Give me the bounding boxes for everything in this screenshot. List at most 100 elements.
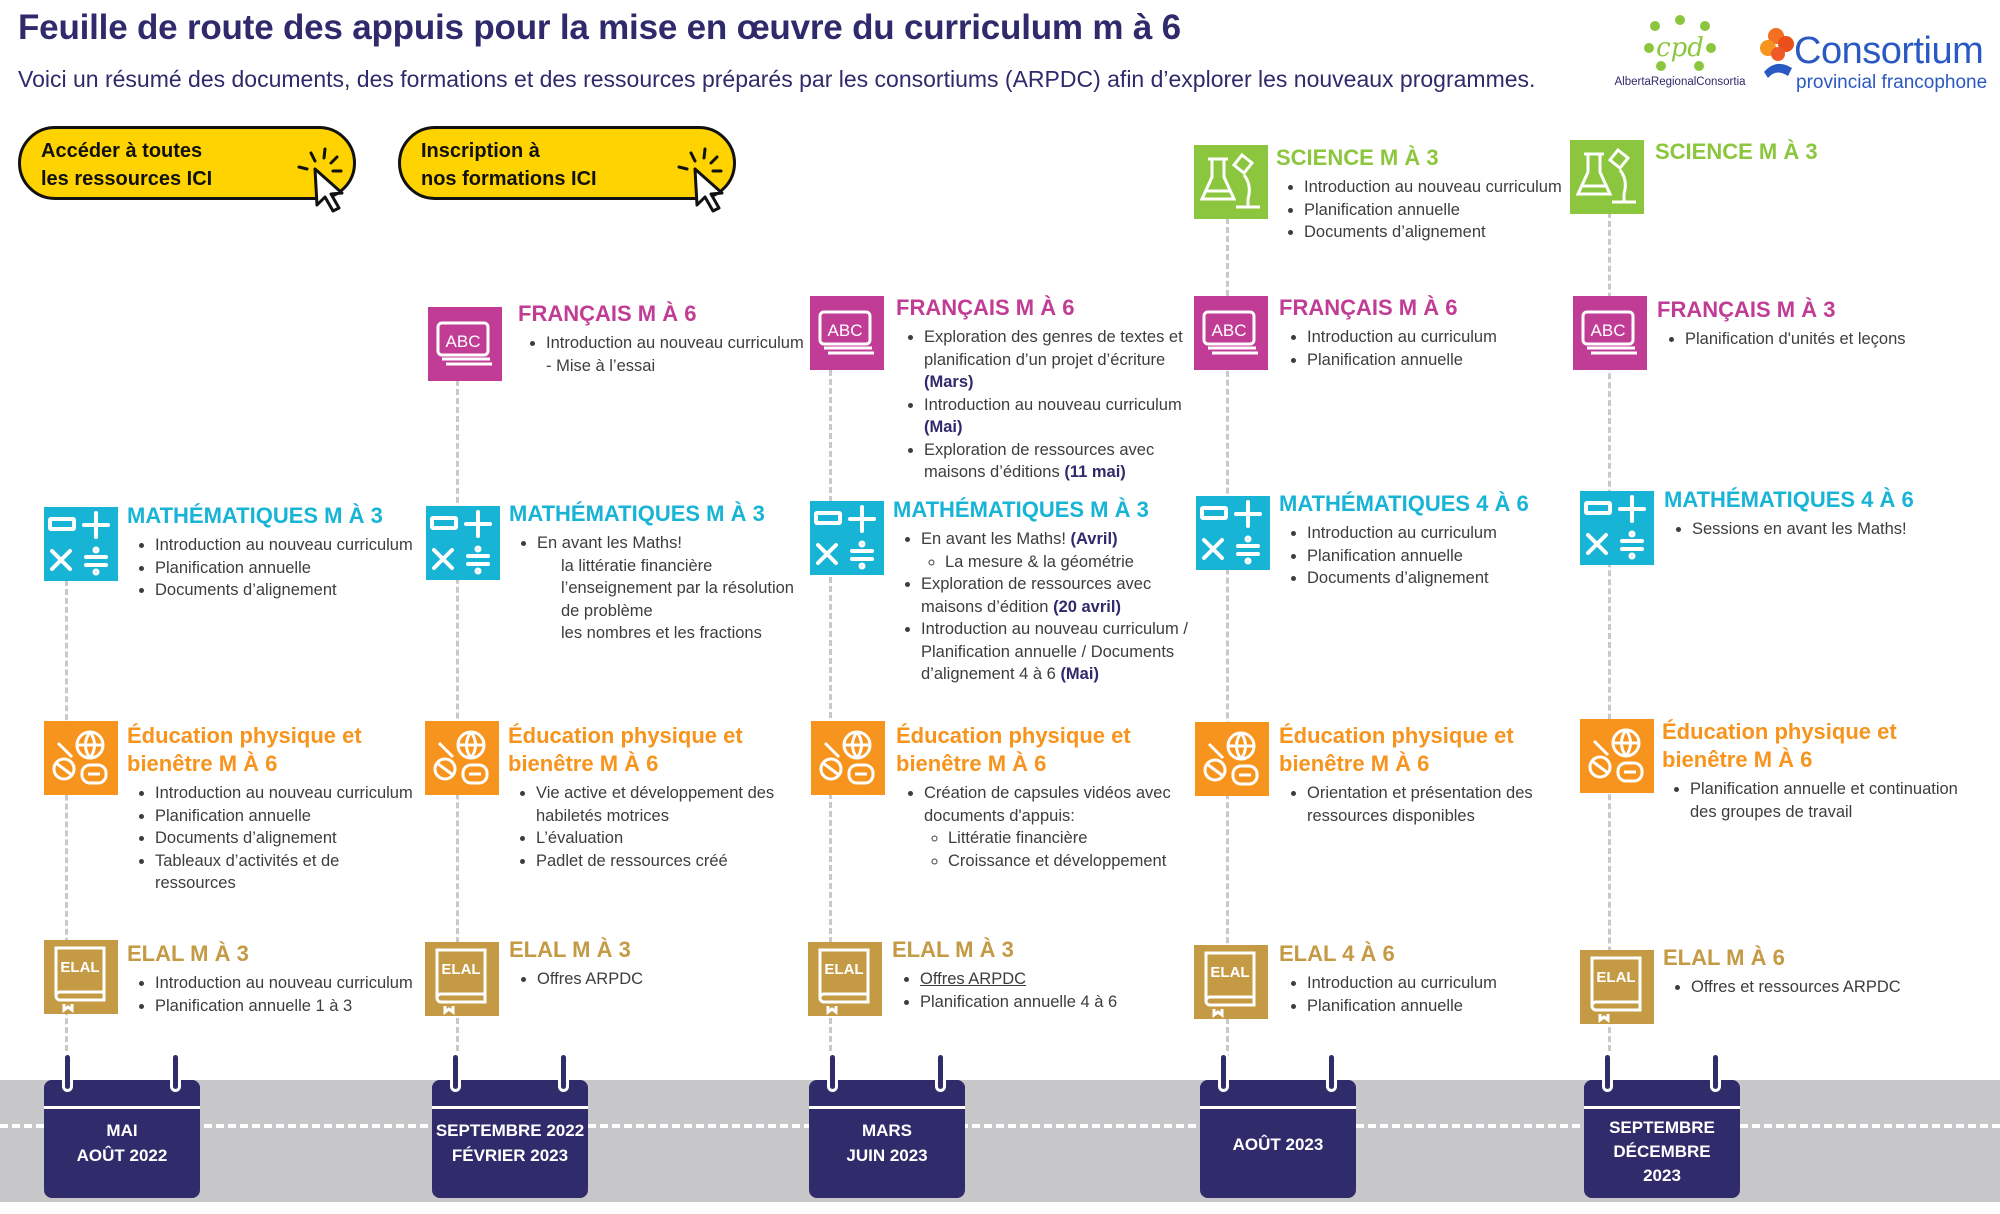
- calendar-date: MARS JUIN 2023: [846, 1121, 928, 1165]
- sub-list-item: la littératie financière: [561, 556, 713, 575]
- sub-list-item: La mesure & la géométrie: [945, 551, 1189, 574]
- cursor-click-icon: [677, 147, 724, 213]
- list-item: L’évaluation: [536, 827, 808, 850]
- francais-title: FRANÇAIS M À 6: [1279, 295, 1458, 320]
- cursor-click-icon: [297, 147, 344, 213]
- calendar-sept-2022-fev-2023: SEPTEMBRE 2022 FÉVRIER 2023: [432, 1052, 588, 1198]
- list-item: Documents d’alignement: [1307, 567, 1579, 590]
- list-item: Exploration des genres de textes et plan…: [924, 326, 1192, 394]
- sports-balls-icon: [1580, 719, 1654, 793]
- francais-block: FRANÇAIS M À 6 Introduction au curriculu…: [1279, 294, 1579, 371]
- svg-text:ELAL: ELAL: [60, 959, 99, 976]
- math-title: MATHÉMATIQUES M À 3: [893, 497, 1149, 522]
- resources-button-label: Accéder à toutes les ressources ICI: [41, 140, 213, 190]
- pe-title: Éducation physique et bienêtre M À 6: [1279, 723, 1514, 776]
- abc-book-icon: ABC: [810, 296, 884, 370]
- list-item: Introduction au nouveau curriculum / Pla…: [921, 618, 1189, 686]
- list-item: Introduction au curriculum: [1307, 326, 1579, 349]
- calendar-date: SEPTEMBRE 2022 FÉVRIER 2023: [435, 1121, 585, 1165]
- list-item: Vie active et développement des habileté…: [536, 782, 808, 827]
- list-item: Planification annuelle: [155, 557, 417, 580]
- francais-block: FRANÇAIS M À 3 Planification d'unités et…: [1657, 296, 1977, 351]
- list-item: Offres ARPDC: [537, 968, 799, 991]
- timeline-line: [1226, 218, 1229, 1060]
- calendar-date: AOÛT 2023: [1232, 1135, 1324, 1154]
- pe-title: Éducation physique et bienêtre M À 6: [508, 723, 743, 776]
- timeline-line: [1608, 212, 1611, 1060]
- svg-text:ABC: ABC: [1212, 321, 1247, 340]
- timeline-line: [456, 380, 459, 1060]
- elal-book-icon: ELAL: [425, 942, 499, 1016]
- list-item: Orientation et présentation des ressourc…: [1307, 782, 1579, 827]
- list-item: Introduction au nouveau curriculum: [1304, 176, 1576, 199]
- list-item: Introduction au nouveau curriculum: [155, 534, 417, 557]
- list-item: Introduction au nouveau curriculum - Mis…: [546, 332, 808, 377]
- abc-book-icon: ABC: [1573, 296, 1647, 370]
- list-item: Introduction au curriculum: [1307, 522, 1579, 545]
- svg-text:ABC: ABC: [1591, 321, 1626, 340]
- calendar-date: SEPTEMBRE DÉCEMBRE 2023: [1609, 1118, 1715, 1185]
- list-item: Exploration de ressources avec maisons d…: [921, 573, 1189, 618]
- pe-title: Éducation physique et bienêtre M À 6: [896, 723, 1131, 776]
- page-title: Feuille de route des appuis pour la mise…: [18, 8, 1181, 47]
- physical-education-block: Éducation physique et bienêtre M À 6 Ori…: [1279, 722, 1579, 827]
- francais-block: FRANÇAIS M À 6 Introduction au nouveau c…: [518, 300, 808, 377]
- science-title: SCIENCE M À 3: [1276, 145, 1439, 170]
- elal-book-icon: ELAL: [1580, 950, 1654, 1024]
- list-item: Planification annuelle: [1307, 349, 1579, 372]
- physical-education-block: Éducation physique et bienêtre M À 6 Cré…: [896, 722, 1196, 872]
- list-item: Documents d’alignement: [155, 827, 417, 850]
- elal-block: ELAL M À 3 Offres ARPDC Planification an…: [892, 936, 1188, 1013]
- elal-book-icon: ELAL: [1194, 945, 1268, 1019]
- list-item: Introduction au curriculum: [1307, 972, 1579, 995]
- calendar-sept-dec-2023: SEPTEMBRE DÉCEMBRE 2023: [1584, 1052, 1740, 1198]
- francais-title: FRANÇAIS M À 3: [1657, 297, 1836, 322]
- math-title: MATHÉMATIQUES 4 À 6: [1664, 487, 1914, 512]
- registration-button-label: Inscription à nos formations ICI: [421, 140, 597, 190]
- pe-title: Éducation physique et bienêtre M À 6: [127, 723, 362, 776]
- list-item: Planification annuelle: [155, 805, 417, 828]
- science-block: SCIENCE M À 3: [1655, 138, 1955, 166]
- math-title: MATHÉMATIQUES 4 À 6: [1279, 491, 1529, 516]
- math-block: MATHÉMATIQUES 4 À 6 Sessions en avant le…: [1664, 486, 1974, 541]
- list-item: Offres et ressources ARPDC: [1691, 976, 1973, 999]
- sub-list-item: Littératie financière: [948, 827, 1196, 850]
- list-item: En avant les Maths! la littératie financ…: [537, 532, 799, 645]
- elal-book-icon: ELAL: [44, 940, 118, 1014]
- elal-title: ELAL M À 3: [892, 937, 1014, 962]
- math-operators-icon: [1580, 491, 1654, 565]
- physical-education-block: Éducation physique et bienêtre M À 6 Pla…: [1662, 718, 1972, 823]
- elal-book-icon: ELAL: [808, 942, 882, 1016]
- list-item: Introduction au nouveau curriculum (Mai): [924, 394, 1192, 439]
- list-item: Padlet de ressources créé: [536, 850, 808, 873]
- science-flask-microscope-icon: [1570, 140, 1644, 214]
- science-title: SCIENCE M À 3: [1655, 139, 1818, 164]
- timeline-line: [65, 580, 68, 1060]
- math-block: MATHÉMATIQUES M À 3 En avant les Maths! …: [509, 500, 799, 645]
- arc-logo: cpd AlbertaRegionalConsortia: [1605, 14, 1755, 92]
- list-item: Exploration de ressources avec maisons d…: [924, 439, 1192, 484]
- road-lane-line: [0, 1124, 2000, 1128]
- registration-button[interactable]: Inscription à nos formations ICI: [398, 126, 736, 213]
- math-block: MATHÉMATIQUES 4 À 6 Introduction au curr…: [1279, 490, 1579, 590]
- svg-text:ABC: ABC: [828, 321, 863, 340]
- svg-text:ELAL: ELAL: [1210, 964, 1249, 981]
- arc-logo-text: AlbertaRegionalConsortia: [1614, 76, 1746, 88]
- offres-arpdc-link[interactable]: Offres ARPDC: [920, 968, 1188, 991]
- abc-book-icon: ABC: [428, 307, 502, 381]
- math-block: MATHÉMATIQUES M À 3 Introduction au nouv…: [127, 502, 417, 602]
- list-item: Documents d’alignement: [155, 579, 417, 602]
- consortium-logo: Consortium provincial francophone: [1758, 18, 1998, 98]
- elal-block: ELAL M À 3 Offres ARPDC: [509, 936, 799, 991]
- francais-title: FRANÇAIS M À 6: [896, 295, 1075, 320]
- svg-text:ELAL: ELAL: [441, 961, 480, 978]
- physical-education-block: Éducation physique et bienêtre M À 6 Int…: [127, 722, 417, 895]
- elal-title: ELAL M À 3: [127, 941, 249, 966]
- sub-list-item: Croissance et développement: [948, 850, 1196, 873]
- resources-button[interactable]: Accéder à toutes les ressources ICI: [18, 126, 356, 213]
- calendar-mars-juin-2023: MARS JUIN 2023: [809, 1052, 965, 1198]
- elal-title: ELAL M À 3: [509, 937, 631, 962]
- sports-balls-icon: [425, 721, 499, 795]
- math-title: MATHÉMATIQUES M À 3: [509, 501, 765, 526]
- science-flask-microscope-icon: [1194, 145, 1268, 219]
